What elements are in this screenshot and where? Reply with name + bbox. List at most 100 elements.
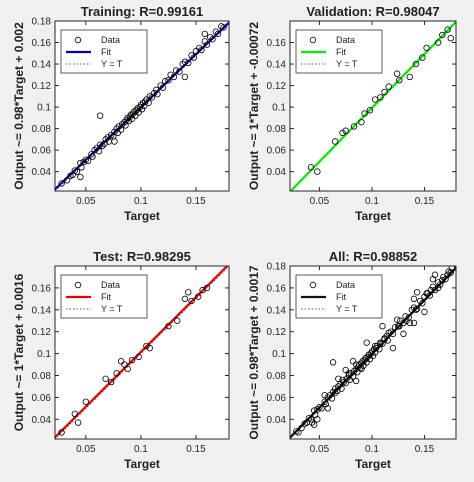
axes-frame — [289, 265, 457, 440]
y-tick-label: 0.18 — [32, 17, 52, 28]
y-tick-label: 0.04 — [267, 167, 287, 178]
data-point — [381, 88, 388, 96]
data-point — [209, 36, 216, 43]
legend-label: Data — [336, 280, 355, 290]
data-point — [342, 127, 349, 134]
data-point — [307, 164, 315, 171]
axes-frame — [54, 265, 230, 440]
legend-label: Y = T — [101, 304, 123, 314]
data-point — [410, 319, 418, 327]
data-point — [381, 335, 388, 342]
data-point — [188, 297, 195, 305]
y-tick-label: 0.16 — [32, 283, 52, 294]
data-point — [412, 60, 420, 68]
data-point — [413, 289, 421, 296]
y-tick-label: 0.1 — [272, 349, 286, 360]
data-point — [84, 157, 92, 165]
data-point — [402, 313, 409, 320]
data-point — [357, 364, 364, 372]
plot-title: Training: R=0.99161 — [81, 4, 203, 19]
data-point — [115, 123, 123, 130]
data-point — [102, 136, 109, 143]
x-tick-label: 0.15 — [186, 196, 206, 207]
data-point — [366, 107, 374, 114]
data-point — [113, 125, 120, 132]
data-point — [431, 271, 439, 278]
x-axis-label: Target — [124, 209, 160, 223]
legend-label: Fit — [101, 292, 111, 302]
data-point — [439, 277, 446, 284]
data-point — [400, 330, 407, 338]
data-point — [201, 38, 208, 45]
data-point — [318, 405, 325, 412]
y-tick-label: 0.14 — [32, 305, 52, 316]
y-tick-label: 0.16 — [267, 283, 287, 294]
data-point — [331, 389, 339, 397]
y-tick-label: 0.08 — [32, 371, 52, 382]
data-point — [91, 146, 98, 154]
x-axis-label: Target — [355, 209, 391, 223]
data-point — [406, 319, 413, 327]
data-point — [165, 76, 172, 84]
data-point — [113, 370, 120, 377]
x-tick-label: 0.15 — [415, 444, 435, 455]
legend-label: Y = T — [101, 59, 123, 69]
data-point — [77, 159, 84, 167]
data-point — [410, 304, 418, 311]
data-point — [82, 398, 90, 405]
axes-frame — [54, 20, 230, 192]
plot-title: All: R=0.98852 — [329, 249, 418, 264]
data-point — [314, 168, 321, 175]
x-tick-label: 0.05 — [76, 444, 96, 455]
data-point — [185, 289, 192, 296]
x-tick-label: 0.1 — [134, 444, 148, 455]
x-axis-label: Target — [124, 457, 160, 471]
data-point — [431, 286, 439, 294]
data-point — [383, 332, 390, 340]
data-point — [377, 94, 384, 101]
data-point — [391, 324, 399, 331]
data-point — [406, 73, 413, 81]
data-point — [157, 82, 164, 89]
plot-title: Test: R=0.98295 — [93, 249, 191, 264]
data-point — [393, 70, 401, 77]
y-tick-label: 0.04 — [267, 415, 287, 426]
data-point — [329, 359, 337, 366]
y-tick-label: 0.06 — [32, 146, 52, 157]
data-point — [78, 164, 85, 171]
data-point — [102, 375, 109, 382]
legend-data-marker — [74, 281, 82, 289]
data-point — [335, 375, 342, 382]
data-point — [190, 54, 197, 61]
data-point — [342, 379, 349, 387]
data-point — [89, 153, 96, 160]
legend-label: Fit — [336, 47, 346, 57]
data-point — [371, 349, 379, 356]
data-point — [146, 344, 153, 352]
data-point — [77, 173, 84, 181]
data-point — [207, 33, 214, 41]
data-point — [141, 102, 148, 110]
y-axis-label: Output ~= 1*Target + 0.0016 — [12, 273, 26, 431]
data-point — [172, 67, 180, 74]
data-point — [181, 73, 189, 81]
data-point — [350, 367, 358, 375]
data-point — [412, 306, 420, 313]
legend-data-marker — [309, 36, 317, 44]
y-tick-label: 0.04 — [32, 415, 52, 426]
data-point — [335, 383, 342, 390]
y-tick-label: 0.08 — [32, 124, 52, 135]
plot-panel-2: 0.05 0.1 0.15 0.04 0.06 0.08 0.1 0.12 0.14 0.16 Va… — [247, 4, 457, 223]
data-point — [188, 52, 195, 59]
data-point — [295, 429, 302, 436]
y-tick-label: 0.06 — [32, 393, 52, 404]
y-tick-label: 0.16 — [267, 38, 287, 49]
y-tick-label: 0.1 — [272, 103, 286, 114]
data-point — [345, 372, 353, 379]
data-point — [214, 30, 222, 38]
data-point — [174, 317, 181, 324]
x-tick-label: 0.1 — [365, 196, 379, 207]
data-point — [377, 340, 384, 347]
y-tick-label: 0.18 — [267, 262, 287, 273]
data-point — [434, 39, 442, 46]
